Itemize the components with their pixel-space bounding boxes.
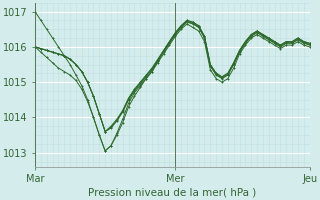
X-axis label: Pression niveau de la mer( hPa ): Pression niveau de la mer( hPa ) (88, 187, 256, 197)
